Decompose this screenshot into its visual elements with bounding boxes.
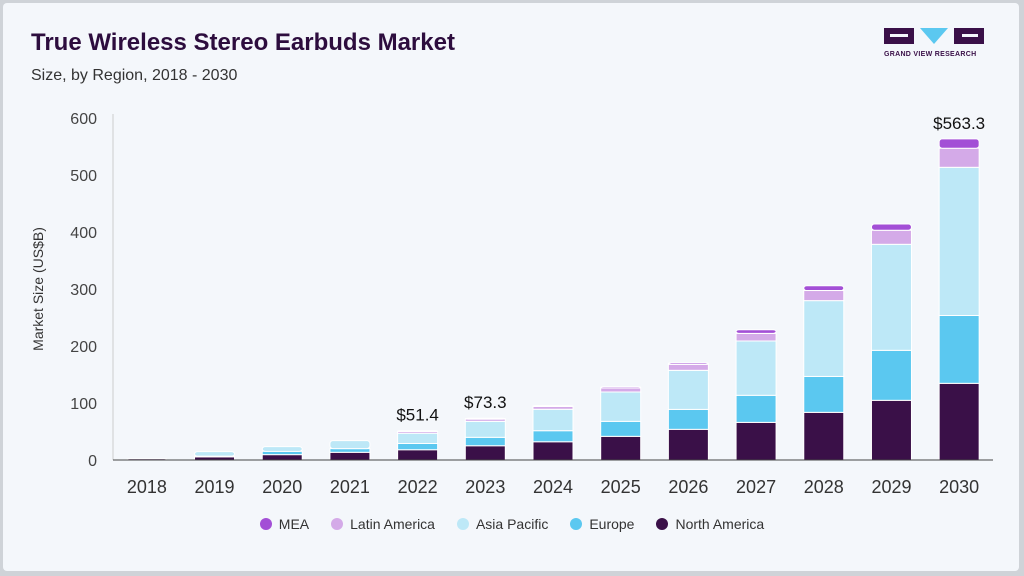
legend-marker-icon xyxy=(570,518,583,530)
x-tick-label: 2019 xyxy=(195,477,235,497)
chart-card: True Wireless Stereo Earbuds Market Size… xyxy=(3,3,1019,571)
y-tick-label: 0 xyxy=(88,453,97,470)
bar-segment-north-america xyxy=(735,421,777,461)
bar-segment-europe xyxy=(735,394,777,423)
bar-segment-latin-america xyxy=(667,363,709,371)
x-tick-label: 2025 xyxy=(601,477,641,497)
x-tick-label: 2027 xyxy=(736,477,776,497)
legend-label: Latin America xyxy=(350,516,435,532)
bar-segment-asia-pacific xyxy=(803,300,845,377)
bar-segment-europe xyxy=(938,315,980,384)
bar-segment-mea xyxy=(870,223,912,231)
bar-segment-north-america xyxy=(397,449,439,461)
bar-segment-asia-pacific xyxy=(194,451,236,457)
bar-segment-asia-pacific xyxy=(532,408,574,432)
bar-segment-europe xyxy=(397,442,439,451)
y-tick-label: 400 xyxy=(70,225,97,242)
legend: MEA Latin America Asia Pacific Europe North … xyxy=(0,516,1024,532)
y-tick-label: 500 xyxy=(70,168,97,185)
bar-segment-asia-pacific xyxy=(938,166,980,317)
legend-item: Latin America xyxy=(331,516,435,532)
legend-label: MEA xyxy=(278,516,310,532)
bar-segment-mea xyxy=(464,417,506,420)
legend-label: Europe xyxy=(589,516,635,532)
x-tick-label: 2020 xyxy=(262,477,302,497)
bar-segment-mea xyxy=(667,362,709,365)
bar-segment-mea xyxy=(938,138,980,149)
bar-segment-europe xyxy=(803,375,845,413)
chart-subtitle: Size, by Region, 2018 - 2030 xyxy=(31,67,238,84)
data-label: $73.3 xyxy=(464,393,507,412)
data-label: $563.3 xyxy=(933,114,985,133)
bar-segment-north-america xyxy=(261,454,303,461)
x-tick-label: 2028 xyxy=(804,477,844,497)
bar-segment-mea xyxy=(735,329,777,334)
x-tick-label: 2021 xyxy=(330,477,370,497)
bar-segment-asia-pacific xyxy=(600,391,642,422)
bar-segment-asia-pacific xyxy=(464,420,506,438)
y-tick-label: 200 xyxy=(70,339,97,356)
bar-segment-latin-america xyxy=(870,229,912,245)
bar-segment-latin-america xyxy=(803,290,845,302)
legend-marker-icon xyxy=(331,518,344,530)
bar-segment-mea xyxy=(532,405,574,407)
bar-segment-asia-pacific xyxy=(667,369,709,410)
legend-item: MEA xyxy=(259,516,310,532)
x-tick-label: 2026 xyxy=(668,477,708,497)
legend-item: North America xyxy=(656,516,764,532)
legend-marker-icon xyxy=(456,518,469,530)
y-tick-label: 600 xyxy=(70,111,97,128)
x-tick-label: 2030 xyxy=(939,477,979,497)
bar-segment-europe xyxy=(870,349,912,401)
y-tick-label: 100 xyxy=(70,396,97,413)
bar-segment-north-america xyxy=(464,445,506,461)
x-tick-label: 2029 xyxy=(871,477,911,497)
bar-segment-asia-pacific xyxy=(261,446,303,452)
bar-segment-asia-pacific xyxy=(870,243,912,351)
bar-segment-latin-america xyxy=(600,387,642,393)
bar-segment-europe xyxy=(464,436,506,447)
bar-segment-asia-pacific xyxy=(329,440,371,450)
legend-item: Europe xyxy=(570,516,634,532)
grand-view-research-logo xyxy=(884,28,984,44)
bar-segment-north-america xyxy=(600,435,642,461)
bar-segment-north-america xyxy=(532,441,574,461)
bar-segment-north-america xyxy=(667,428,709,461)
bar-segment-mea xyxy=(397,430,439,433)
legend-marker-icon xyxy=(656,518,669,530)
x-tick-label: 2023 xyxy=(465,477,505,497)
bar-segment-mea xyxy=(600,386,642,389)
bar-segment-north-america xyxy=(329,451,371,461)
bar-segment-europe xyxy=(329,448,371,453)
bar-segment-europe xyxy=(600,420,642,437)
bar-segment-mea xyxy=(803,285,845,292)
logo-text: GRAND VIEW RESEARCH xyxy=(884,51,977,58)
y-tick-label: 300 xyxy=(70,282,97,299)
legend-marker-icon xyxy=(259,518,272,530)
legend-item: Asia Pacific xyxy=(456,516,549,532)
bar-segment-latin-america xyxy=(735,332,777,342)
bar-segment-europe xyxy=(667,408,709,430)
legend-label: Asia Pacific xyxy=(475,516,549,532)
bar-segment-north-america xyxy=(938,382,980,461)
bar-segment-asia-pacific xyxy=(397,432,439,444)
y-axis-label: Market Size (US$B) xyxy=(30,227,46,351)
x-tick-label: 2022 xyxy=(398,477,438,497)
bar-segment-europe xyxy=(532,430,574,443)
bar-segment-north-america xyxy=(803,411,845,461)
data-label: $51.4 xyxy=(396,406,439,425)
chart-title: True Wireless Stereo Earbuds Market xyxy=(31,29,455,56)
legend-label: North America xyxy=(675,516,765,532)
bar-segment-north-america xyxy=(870,399,912,461)
x-tick-label: 2024 xyxy=(533,477,573,497)
bar-segment-asia-pacific xyxy=(735,340,777,396)
x-tick-label: 2018 xyxy=(127,477,167,497)
bar-segment-latin-america xyxy=(938,147,980,168)
